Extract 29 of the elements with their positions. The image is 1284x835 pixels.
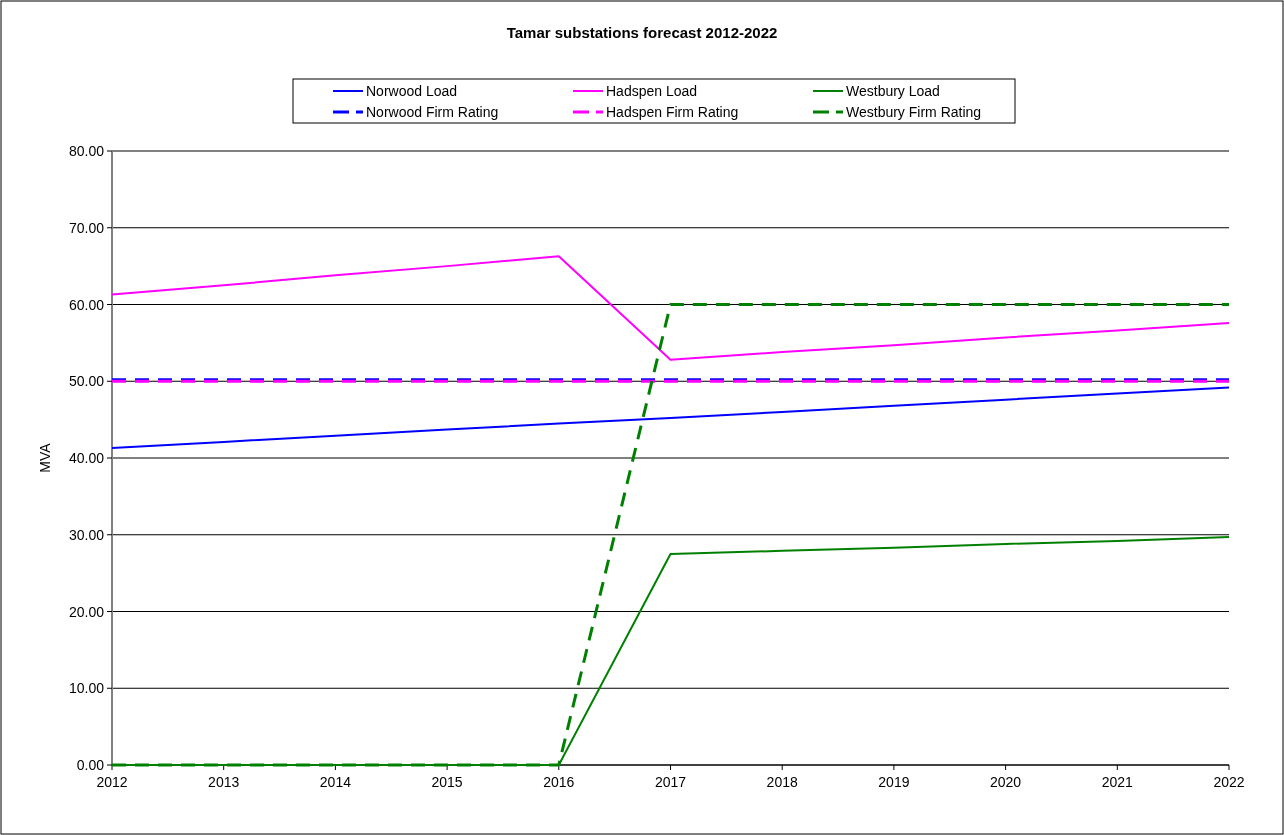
y-tick-label: 80.00 (68, 143, 105, 159)
legend-label: Hadspen Load (606, 83, 698, 99)
x-tick-label: 2020 (990, 774, 1022, 790)
y-axis-title: MVA (37, 442, 53, 473)
chart-title: Tamar substations forecast 2012-2022 (506, 24, 778, 41)
x-tick-label: 2014 (319, 774, 352, 790)
x-tick-label: 2012 (96, 774, 128, 790)
x-tick-label: 2016 (543, 774, 575, 790)
y-tick-label: 50.00 (68, 373, 105, 390)
legend-label: Hadspen Firm Rating (606, 104, 739, 120)
x-tick-label: 2019 (878, 774, 910, 790)
line-series (111, 386, 1230, 450)
legend-label: Westbury Firm Rating (846, 104, 982, 120)
x-tick-label: 2022 (1213, 774, 1245, 790)
x-tick-label: 2018 (766, 774, 798, 790)
legend-label: Norwood Load (366, 83, 458, 99)
x-tick-label: 2013 (208, 774, 240, 790)
y-tick-label: 20.00 (68, 603, 105, 620)
y-tick-label: 70.00 (68, 219, 105, 236)
x-tick-label: 2021 (1101, 774, 1134, 790)
x-tick-label: 2017 (654, 774, 687, 790)
y-tick-label: 10.00 (68, 680, 105, 697)
y-tick-label: 40.00 (68, 450, 105, 466)
y-tick-label: 60.00 (68, 296, 105, 313)
legend-label: Westbury Load (846, 83, 940, 99)
legend-label: Norwood Firm Rating (366, 104, 499, 120)
x-tick-label: 2015 (431, 774, 463, 790)
y-tick-label: 30.00 (68, 526, 105, 543)
y-tick-label: 0.00 (76, 757, 105, 773)
